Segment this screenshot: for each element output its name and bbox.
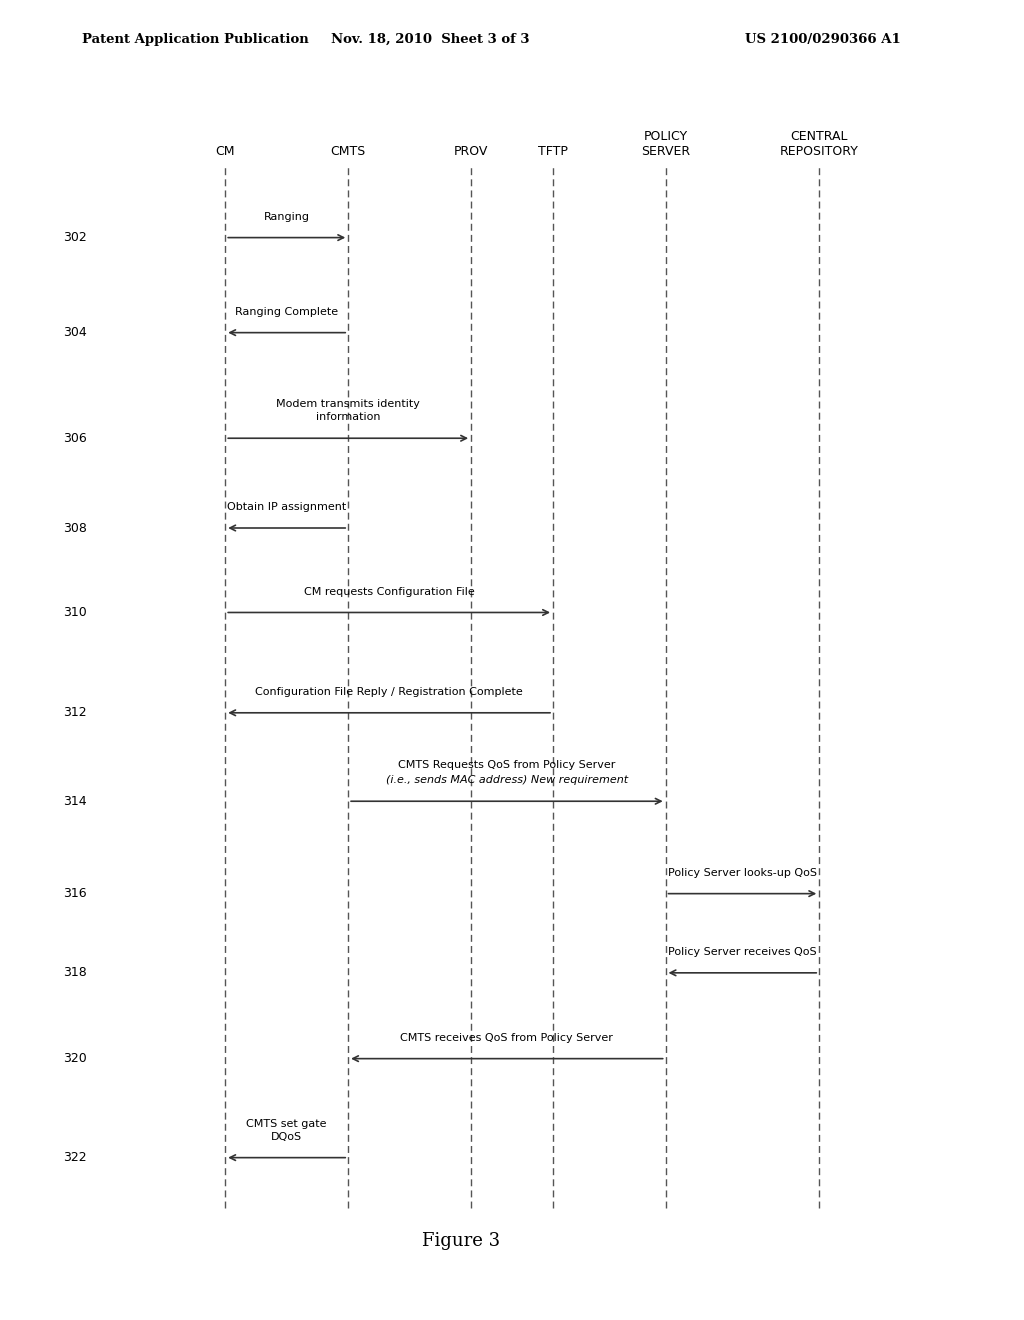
Text: 308: 308 — [63, 521, 87, 535]
Text: 322: 322 — [63, 1151, 87, 1164]
Text: Ranging: Ranging — [264, 211, 309, 222]
Text: CMTS set gate: CMTS set gate — [247, 1118, 327, 1129]
Text: Patent Application Publication: Patent Application Publication — [82, 33, 308, 46]
Text: Modem transmits identity: Modem transmits identity — [276, 399, 420, 409]
Text: POLICY
SERVER: POLICY SERVER — [641, 131, 690, 158]
Text: Obtain IP assignment: Obtain IP assignment — [227, 502, 346, 512]
Text: TFTP: TFTP — [538, 145, 568, 158]
Text: 310: 310 — [63, 606, 87, 619]
Text: Figure 3: Figure 3 — [422, 1232, 500, 1250]
Text: Policy Server receives QoS: Policy Server receives QoS — [668, 946, 817, 957]
Text: 306: 306 — [63, 432, 87, 445]
Text: 312: 312 — [63, 706, 87, 719]
Text: information: information — [316, 412, 380, 422]
Text: (i.e., sends MAC address) New requirement: (i.e., sends MAC address) New requiremen… — [386, 775, 628, 785]
Text: CENTRAL
REPOSITORY: CENTRAL REPOSITORY — [779, 131, 859, 158]
Text: CMTS receives QoS from Policy Server: CMTS receives QoS from Policy Server — [400, 1032, 613, 1043]
Text: DQoS: DQoS — [271, 1131, 302, 1142]
Text: 320: 320 — [63, 1052, 87, 1065]
Text: Ranging Complete: Ranging Complete — [236, 306, 338, 317]
Text: 314: 314 — [63, 795, 87, 808]
Text: Nov. 18, 2010  Sheet 3 of 3: Nov. 18, 2010 Sheet 3 of 3 — [331, 33, 529, 46]
Text: 304: 304 — [63, 326, 87, 339]
Text: Policy Server looks-up QoS: Policy Server looks-up QoS — [668, 867, 817, 878]
Text: CM requests Configuration File: CM requests Configuration File — [304, 586, 474, 597]
Text: 316: 316 — [63, 887, 87, 900]
Text: CM: CM — [215, 145, 236, 158]
Text: Configuration File Reply / Registration Complete: Configuration File Reply / Registration … — [255, 686, 523, 697]
Text: PROV: PROV — [454, 145, 488, 158]
Text: US 2100/0290366 A1: US 2100/0290366 A1 — [745, 33, 901, 46]
Text: CMTS Requests QoS from Policy Server: CMTS Requests QoS from Policy Server — [398, 759, 615, 770]
Text: 318: 318 — [63, 966, 87, 979]
Text: CMTS: CMTS — [331, 145, 366, 158]
Text: 302: 302 — [63, 231, 87, 244]
